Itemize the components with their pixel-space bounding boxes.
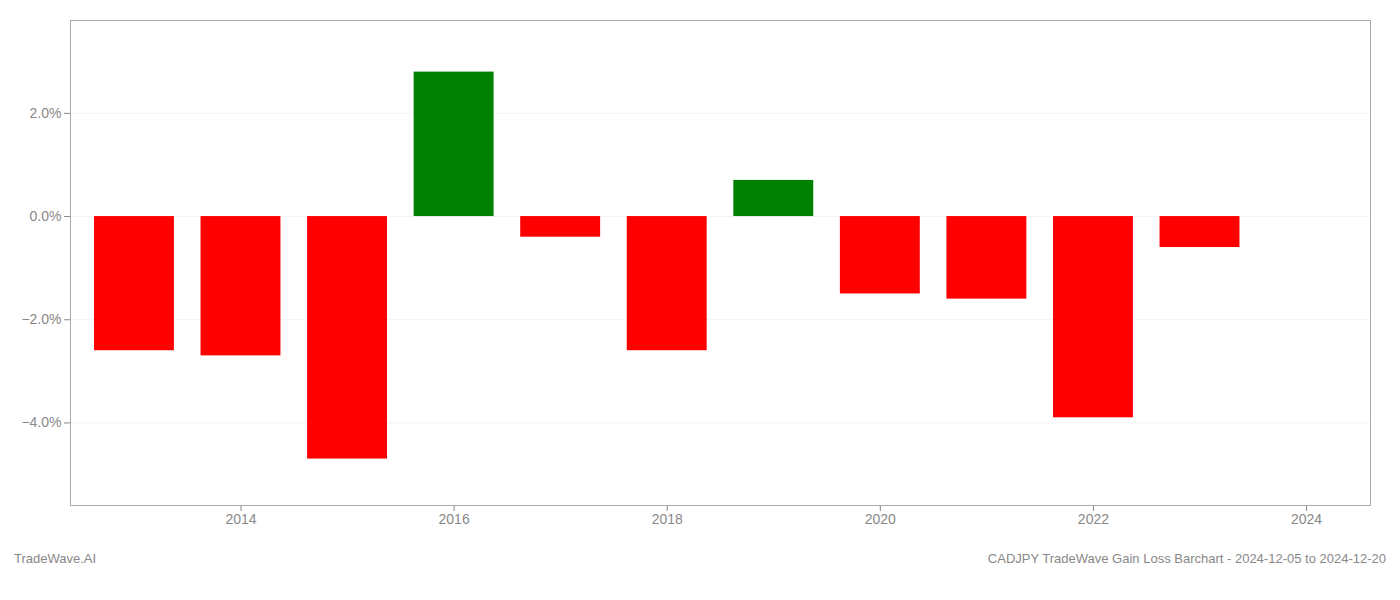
svg-text:2.0%: 2.0%: [30, 105, 62, 121]
svg-text:−2.0%: −2.0%: [21, 311, 61, 327]
svg-text:2024: 2024: [1291, 511, 1322, 527]
svg-text:2014: 2014: [225, 511, 256, 527]
html-text:TradeWave.AI: TradeWave.AI: [14, 551, 97, 566]
svg-text:2020: 2020: [865, 511, 896, 527]
svg-text:0.0%: 0.0%: [30, 208, 62, 224]
svg-text:−4.0%: −4.0%: [21, 414, 61, 430]
html-text:CADJPY TradeWave Gain Loss Bar: CADJPY TradeWave Gain Loss Barchart - 20…: [987, 551, 1386, 566]
svg-text:2016: 2016: [439, 511, 470, 527]
svg-text:2018: 2018: [652, 511, 683, 527]
svg-text:2022: 2022: [1078, 511, 1109, 527]
